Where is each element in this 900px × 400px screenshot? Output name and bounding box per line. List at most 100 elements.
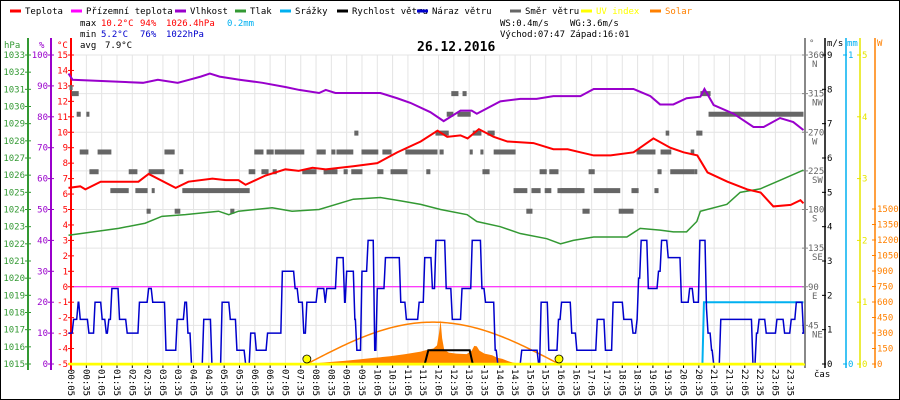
temperature-axis-tick-label: 15 (57, 51, 68, 61)
stat-min-humidity: 76% (140, 30, 157, 40)
sunset-marker-icon (554, 354, 564, 364)
pressure-axis-tick-label: 1021 (3, 257, 25, 267)
humidity-axis-tick-label: 70 (37, 144, 48, 154)
humidity-axis-tick-label: 40 (37, 236, 48, 246)
compass-label: SE (812, 253, 823, 263)
temperature-axis-tick-label: 10 (57, 128, 68, 138)
uv-axis-tick-label: 0 (862, 360, 867, 370)
x-tick-label: 17:05 (586, 369, 596, 396)
uv-axis-tick-label: 5 (862, 51, 867, 61)
pressure-axis-tick-label: 1030 (3, 103, 25, 113)
chart-title: 26.12.2016 (417, 40, 495, 55)
x-tick-label: 06:05 (249, 369, 259, 396)
wind-axis-tick-label: 0 (827, 360, 832, 370)
stat-max-label: max (80, 19, 97, 29)
wind-direction-mark (266, 149, 274, 155)
x-tick-label: 21:35 (723, 369, 733, 396)
wind-direction-mark (69, 85, 73, 91)
wind-direction-mark (457, 111, 471, 117)
humidity-axis-tick-label: 30 (37, 267, 48, 277)
legend-label: Vlhkost (190, 7, 228, 17)
solar-axis-tick-label: 150 (877, 345, 893, 355)
legend-label: Směr větru (525, 7, 579, 17)
temperature-axis-tick-label: -3 (57, 329, 68, 339)
wind-direction-mark (76, 111, 81, 117)
uv-axis-tick-label: 4 (862, 113, 867, 123)
rain-axis-tick-label: 0 (848, 360, 853, 370)
pressure-axis-tick-label: 1025 (3, 188, 25, 198)
x-tick-label: 16:35 (570, 369, 580, 396)
legend-label: Srážky (295, 7, 328, 17)
stat-avg-temp: 7.9°C (105, 41, 132, 51)
stat-min-pressure: 1022hPa (166, 30, 204, 40)
solar-axis-tick-label: 1350 (877, 221, 899, 231)
wind-direction-mark (696, 130, 703, 136)
direction-tick-label: 180 (808, 206, 824, 216)
rain-axis-tick-label: 1 (848, 51, 853, 61)
wind-direction-mark (487, 130, 495, 136)
compass-label: S (812, 215, 817, 225)
wind-direction-mark (544, 188, 552, 194)
x-tick-label: 09:05 (341, 369, 351, 396)
direction-tick-label: 45 (808, 321, 819, 331)
direction-tick-label: 270 (808, 128, 824, 138)
wind-direction-mark (274, 149, 305, 155)
wind-direction-mark (405, 149, 438, 155)
pressure-axis-tick-label: 1028 (3, 137, 25, 147)
wind-axis-tick-label: 2 (827, 291, 832, 301)
x-tick-label: 01:35 (111, 369, 121, 396)
grid (70, 54, 805, 364)
compass-label: NE (812, 330, 823, 340)
wind-direction-mark (593, 188, 621, 194)
temperature-axis-tick-label: 4 (63, 221, 68, 231)
stat-max-temp: 10.2°C (101, 19, 134, 29)
temperature-axis-tick-label: -1 (57, 298, 68, 308)
wind-direction-mark (302, 169, 317, 175)
compass-label: NW (812, 99, 823, 109)
pressure-axis-tick-label: 1031 (3, 85, 25, 95)
wind-axis-tick-label: 9 (827, 51, 832, 61)
stat-wind-gust: WG:3.6m/s (570, 19, 619, 29)
pressure-axis-tick-label: 1033 (3, 51, 25, 61)
wind-direction-mark (451, 91, 459, 97)
temperature-axis-tick-label: 11 (57, 113, 68, 123)
pressure-axis-tick-label: 1026 (3, 171, 25, 181)
temperature-axis-tick-label: -5 (57, 360, 68, 370)
x-tick-label: 05:05 (218, 369, 228, 396)
axis-header-mm: mm (847, 39, 858, 49)
wind-direction-mark (446, 111, 454, 117)
axis-header-watts: W (877, 39, 883, 49)
wind-direction-mark (128, 169, 138, 175)
wind-axis-tick-label: 8 (827, 85, 832, 95)
direction-tick-label: 360 (808, 51, 824, 61)
wind-direction-mark (480, 149, 484, 155)
wind-axis-tick-label: 3 (827, 257, 832, 267)
wind-direction-mark (708, 111, 804, 117)
solar-clear-sky-line (306, 321, 558, 365)
temperature-axis-tick-label: 2 (63, 252, 68, 262)
temperature-axis-tick-label: 3 (63, 236, 68, 246)
wind-direction-mark (700, 91, 711, 97)
legend-label: Tlak (250, 7, 272, 17)
wind-axis-tick-label: 1 (827, 326, 832, 336)
humidity-axis-tick-label: 90 (37, 82, 48, 92)
wind-axis-tick-label: 6 (827, 154, 832, 164)
compass-label: W (812, 137, 818, 147)
x-tick-label: 04:35 (203, 369, 213, 396)
x-tick-label: 13:35 (478, 369, 488, 396)
wind-direction-mark (482, 169, 490, 175)
solar-axis-tick-label: 0 (877, 360, 882, 370)
x-tick-label: 15:35 (540, 369, 550, 396)
pressure-axis-tick-label: 1032 (3, 68, 25, 78)
temperature-line (68, 127, 805, 208)
stat-rain-total: 0.2mm (227, 19, 254, 29)
wind-direction-mark (588, 169, 595, 175)
x-tick-label: 23:05 (769, 369, 779, 396)
wind-direction-mark (323, 169, 338, 175)
x-tick-label: 09:35 (356, 369, 366, 396)
x-tick-label: 06:35 (264, 369, 274, 396)
uv-axis-tick-label: 3 (862, 175, 867, 185)
x-tick-label: 19:05 (647, 369, 657, 396)
axis-header-hpa: hPa (4, 41, 20, 51)
